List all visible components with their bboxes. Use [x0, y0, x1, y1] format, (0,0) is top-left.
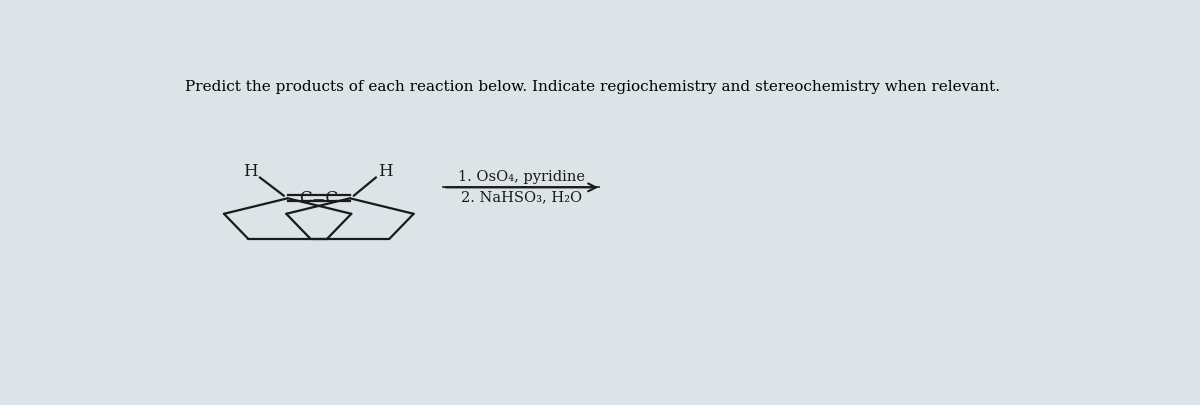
- Text: H: H: [378, 163, 392, 180]
- Text: 2. NaHSO₃, H₂O: 2. NaHSO₃, H₂O: [462, 190, 582, 205]
- Text: C=C: C=C: [299, 190, 338, 207]
- Text: Predict the products of each reaction below. Indicate regiochemistry and stereoc: Predict the products of each reaction be…: [185, 80, 1001, 94]
- Text: H: H: [244, 163, 258, 180]
- Text: 1. OsO₄, pyridine: 1. OsO₄, pyridine: [458, 170, 586, 184]
